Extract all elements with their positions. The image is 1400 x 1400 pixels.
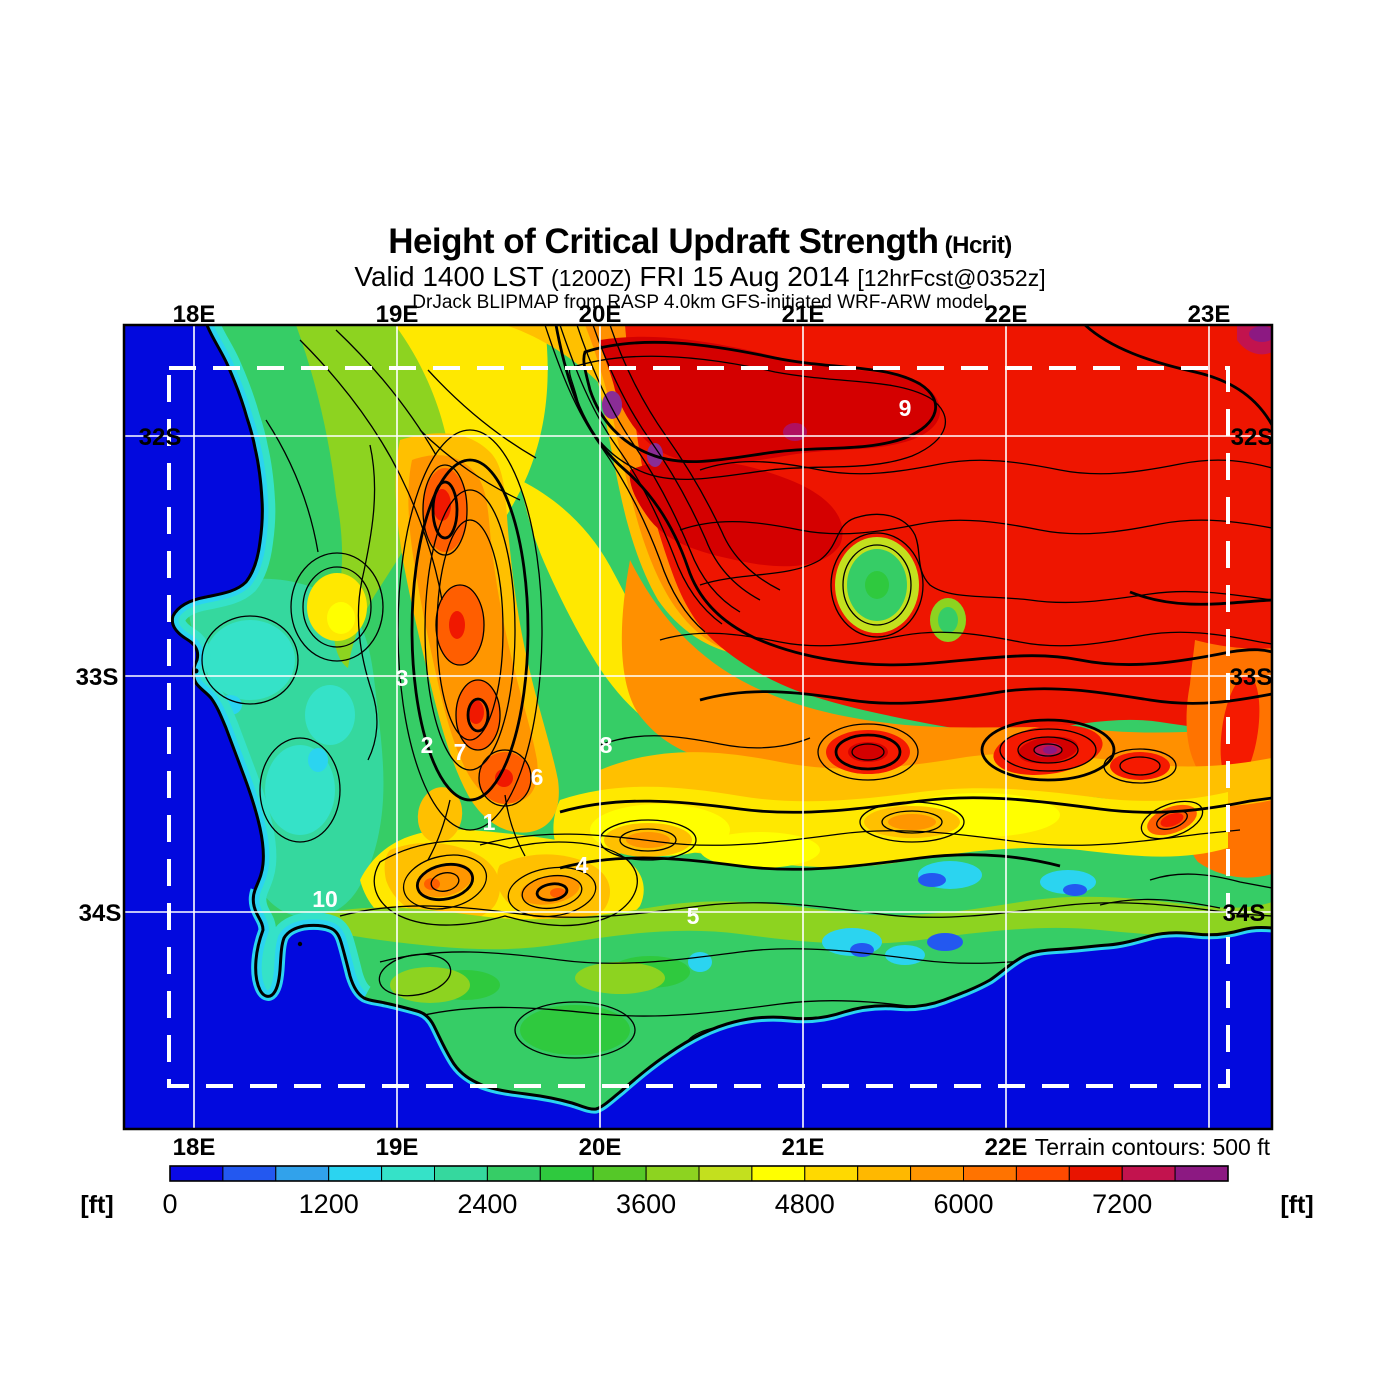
colorbar-cell: [698, 1165, 753, 1182]
page-title: Height of Critical Updraft Strength: [388, 222, 939, 261]
valid-zulu: (1200Z): [551, 265, 632, 292]
colorbar-cell: [222, 1165, 277, 1182]
axis-label-top: 22E: [985, 301, 1028, 328]
colorbar-cell: [381, 1165, 436, 1182]
axis-label-top: 23E: [1188, 301, 1231, 328]
colorbar-cell: [857, 1165, 912, 1182]
colorbar-cell: [486, 1165, 541, 1182]
axis-label-right: 34S: [1223, 900, 1266, 927]
colorbar-tick-7200: 7200: [1092, 1189, 1152, 1219]
colorbar-cell: [1068, 1165, 1123, 1182]
site-number-2: 2: [421, 732, 434, 758]
colorbar-tick-4800: 4800: [775, 1189, 835, 1219]
axis-labels: 18E 18E 19E 19E 20E 20E 21E 21E 22E 22E 23E 32S 32S 3…: [76, 301, 1274, 1161]
colorbar-cell: [804, 1165, 859, 1182]
colorbar-cell: [539, 1165, 594, 1182]
title-block: Height of Critical Updraft Strength (Hcr…: [0, 222, 1400, 313]
axis-label-bottom: 21E: [782, 1134, 825, 1161]
axis-label-bottom: 20E: [579, 1134, 622, 1161]
axis-label-left: 34S: [79, 900, 122, 927]
page-title-suffix: (Hcrit): [938, 232, 1013, 259]
colorbar-tick-3600: 3600: [616, 1189, 676, 1219]
land-color-field: [172, 325, 1272, 1110]
axis-label-top: 21E: [782, 301, 825, 328]
islet: [297, 941, 303, 947]
colorbar-tick-2400: 2400: [457, 1189, 517, 1219]
colorbar-cell: [592, 1165, 647, 1182]
terrain-contours: [201, 325, 1272, 1071]
site-number-8: 8: [600, 732, 613, 758]
axis-label-left: 32S: [139, 424, 182, 451]
axis-label-top: 19E: [376, 301, 419, 328]
site-number-3: 3: [396, 665, 409, 691]
model-line: DrJack BLIPMAP from RASP 4.0km GFS-initi…: [412, 291, 988, 313]
colorbar-cell: [645, 1165, 700, 1182]
map-area: 1 2 3 4 5 6 7 8 9 10: [124, 325, 1272, 1129]
site-number-7: 7: [454, 739, 467, 765]
valid-time-line: Valid 1400 LST (1200Z) FRI 15 Aug 2014 […: [0, 262, 1400, 291]
valid-time: Valid 1400 LST: [354, 261, 552, 293]
colorbar-cell: [751, 1165, 806, 1182]
site-number-6: 6: [531, 764, 544, 790]
colorbar-unit-right: [ft]: [1280, 1191, 1313, 1219]
colorbar-cell: [1015, 1165, 1070, 1182]
valid-date: FRI 15 Aug 2014: [631, 261, 858, 293]
colorbar-cell: [169, 1165, 224, 1182]
axis-label-right: 32S: [1231, 424, 1274, 451]
forecast-cycle: [12hrFcst@0352z]: [857, 265, 1046, 292]
axis-label-right: 33S: [1230, 664, 1273, 691]
colorbar-tick-0: 0: [162, 1189, 177, 1219]
colorbar-cell: [434, 1165, 488, 1182]
page-title-line: Height of Critical Updraft Strength (Hcr…: [0, 222, 1400, 261]
coastline: [170, 325, 1272, 1111]
site-number-1: 1: [483, 809, 496, 835]
map-frame: [122, 323, 1274, 1131]
axis-label-bottom: 18E: [173, 1134, 216, 1161]
axis-label-top: 18E: [173, 301, 216, 328]
site-number-9: 9: [899, 395, 912, 421]
site-numbers: 1 2 3 4 5 6 7 8 9 10: [312, 395, 911, 929]
colorbar-cell: [963, 1165, 1017, 1182]
colorbar-cell: [1121, 1165, 1176, 1182]
site-number-5: 5: [687, 903, 700, 929]
axis-label-top: 20E: [579, 301, 622, 328]
colorbar-cell: [328, 1165, 383, 1182]
colorbar-tick-1200: 1200: [299, 1189, 359, 1219]
colorbar-cell: [1174, 1165, 1229, 1182]
graticule: [124, 325, 1272, 1129]
colorbar-cell: [275, 1165, 330, 1182]
axis-label-left: 33S: [76, 664, 119, 691]
colorbar-frame: [169, 1165, 1229, 1182]
colorbar: 0 1200 2400 3600 4800 6000 7200: [162, 1165, 1229, 1219]
terrain-note: Terrain contours: 500 ft: [1035, 1134, 1271, 1160]
model-domain-box: [167, 366, 1230, 1088]
site-number-10: 10: [312, 886, 338, 912]
colorbar-unit-left: [ft]: [80, 1191, 113, 1219]
site-number-4: 4: [576, 852, 589, 878]
colorbar-cell: [910, 1165, 964, 1182]
axis-label-bottom: 22E: [985, 1134, 1028, 1161]
colorbar-tick-6000: 6000: [933, 1189, 993, 1219]
axis-label-bottom: 19E: [376, 1134, 419, 1161]
